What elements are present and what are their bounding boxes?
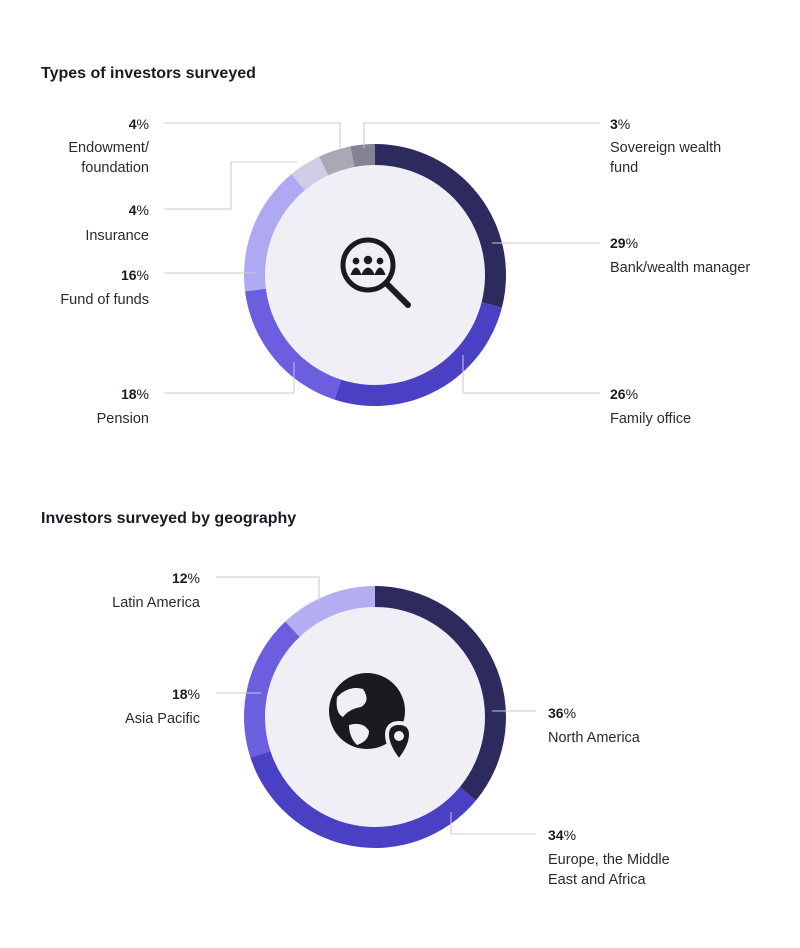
value-label-bank-wealth-manager: 29% — [610, 235, 638, 251]
value-label-latin-america: 12% — [172, 570, 200, 586]
investor-types-donut-chart: 29% Bank/wealth manager 26% Family office 18… — [60, 116, 750, 427]
category-label-asia-pacific: Asia Pacific — [125, 711, 200, 727]
slice-latin-america — [285, 586, 375, 637]
category-label-family-office: Family office — [610, 411, 691, 427]
value-label-sovereign-wealth-fund: 3% — [610, 116, 630, 132]
slice-sovereign-wealth-fund — [350, 144, 375, 167]
value-label-asia-pacific: 18% — [172, 686, 200, 702]
slice-pension — [245, 288, 342, 400]
value-label-north-america: 36% — [548, 705, 576, 721]
leader-line-endowment-foundation — [164, 122, 341, 148]
globe-location-icon — [329, 673, 413, 765]
slice-bank-wealth-manager — [375, 144, 506, 308]
geography-donut-chart: 36% North America 34% Europe, the Middle Eas… — [112, 570, 670, 888]
chart-title-geography: Investors surveyed by geography — [41, 510, 297, 527]
category-label-pension: Pension — [97, 411, 149, 427]
category-label-latin-america: Latin America — [112, 595, 201, 611]
slice-insurance — [291, 156, 329, 191]
category-label-endowment-foundation: Endowment/foundation — [68, 140, 150, 176]
slice-family-office — [334, 302, 502, 407]
slice-fund-of-funds — [244, 174, 305, 292]
chart-title-investor-types: Types of investors surveyed — [41, 65, 256, 82]
leader-line-sovereign-wealth-fund — [363, 122, 600, 148]
value-label-fund-of-funds: 16% — [121, 267, 149, 283]
value-label-family-office: 26% — [610, 386, 638, 402]
category-label-insurance: Insurance — [85, 228, 149, 244]
category-label-fund-of-funds: Fund of funds — [60, 292, 149, 308]
category-label-sovereign-wealth-fund: Sovereign wealth fund — [610, 140, 721, 176]
value-label-pension: 18% — [121, 386, 149, 402]
leader-line-europe-the-middle-east-and-africa — [450, 812, 536, 835]
category-label-bank-wealth-manager: Bank/wealth manager — [610, 260, 750, 276]
leader-line-family-office — [462, 355, 600, 394]
category-label-north-america: North America — [548, 730, 641, 746]
value-label-endowment-foundation: 4% — [129, 116, 149, 132]
leader-line-pension — [164, 362, 295, 394]
search-people-icon — [340, 237, 411, 308]
slice-europe-the-middle-east-and-africa — [250, 750, 476, 848]
slice-endowment-foundation — [319, 146, 355, 176]
category-label-europe-the-middle-east-and-africa: Europe, the Middle East and Africa — [548, 852, 670, 888]
value-label-europe-the-middle-east-and-africa: 34% — [548, 827, 576, 843]
slice-north-america — [375, 586, 506, 801]
leader-line-insurance — [164, 161, 297, 210]
slice-asia-pacific — [243, 621, 300, 758]
leader-line-latin-america — [216, 576, 320, 601]
value-label-insurance: 4% — [129, 202, 149, 218]
